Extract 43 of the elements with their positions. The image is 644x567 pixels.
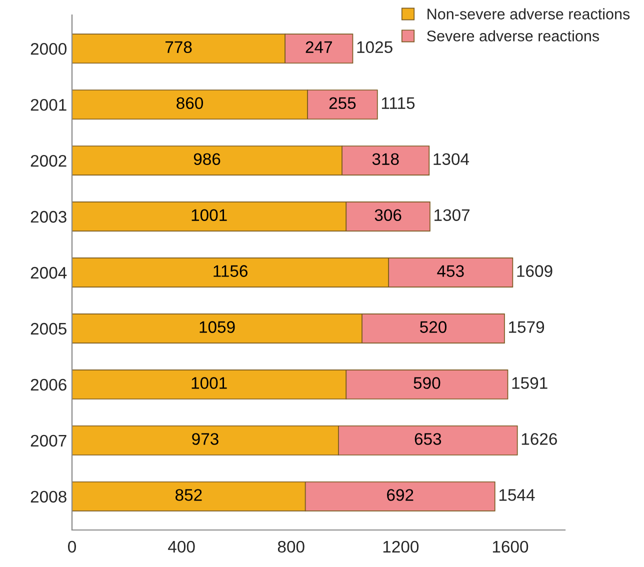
data-label: 1001: [192, 209, 227, 221]
data-label: 255: [329, 97, 356, 110]
total-label: 1626: [522, 433, 557, 445]
data-label: 778: [165, 41, 192, 54]
total-label: 1307: [434, 209, 470, 221]
data-label: 986: [194, 153, 220, 166]
total-label: 1544: [499, 489, 535, 501]
data-label: 590: [414, 377, 440, 389]
total-label: 1609: [517, 265, 552, 277]
data-label: 1059: [200, 321, 235, 333]
total-label: 1579: [509, 321, 544, 333]
y-tick-label: 2001: [30, 98, 66, 111]
y-tick-label: 2003: [30, 210, 66, 223]
data-label: 653: [414, 433, 442, 445]
y-tick-label: 2006: [30, 378, 66, 391]
legend-label: Severe adverse reactions: [427, 30, 600, 42]
data-label: 306: [374, 209, 402, 221]
data-label: 852: [176, 489, 202, 501]
x-tick-label: 800: [278, 540, 304, 553]
x-tick-label: 1200: [383, 540, 419, 553]
x-tick-label: 0: [68, 540, 76, 553]
x-tick-label: 1600: [492, 540, 528, 553]
y-tick-label: 2002: [30, 154, 66, 167]
total-label: 1025: [357, 41, 392, 54]
data-label: 1001: [192, 377, 227, 389]
data-label: 973: [192, 433, 218, 445]
total-label: 1115: [382, 97, 415, 110]
x-tick-label: 400: [168, 540, 195, 553]
total-label: 1304: [434, 153, 470, 166]
y-tick-label: 2005: [30, 322, 66, 335]
data-label: 860: [176, 97, 204, 110]
data-label: 247: [306, 41, 332, 53]
data-label: 1156: [214, 265, 248, 277]
data-label: 453: [437, 265, 464, 277]
legend-label: Non-severe adverse reactions: [428, 8, 630, 20]
data-label: 520: [420, 321, 447, 333]
data-label: 692: [387, 489, 414, 501]
total-label: 1591: [512, 377, 548, 389]
y-tick-label: 2000: [30, 42, 66, 55]
data-label: 318: [372, 153, 399, 166]
y-tick-label: 2007: [30, 434, 66, 447]
y-tick-label: 2004: [30, 266, 67, 279]
y-tick-label: 2008: [30, 490, 66, 503]
